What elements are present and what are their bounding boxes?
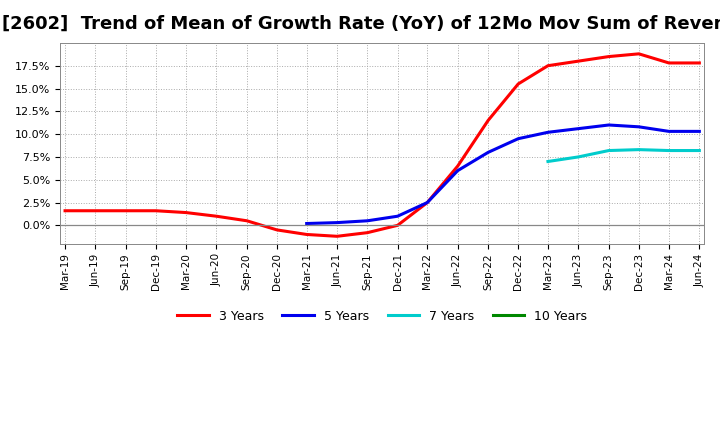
Title: [2602]  Trend of Mean of Growth Rate (YoY) of 12Mo Mov Sum of Revenues: [2602] Trend of Mean of Growth Rate (YoY… [2,15,720,33]
Legend: 3 Years, 5 Years, 7 Years, 10 Years: 3 Years, 5 Years, 7 Years, 10 Years [173,304,592,328]
